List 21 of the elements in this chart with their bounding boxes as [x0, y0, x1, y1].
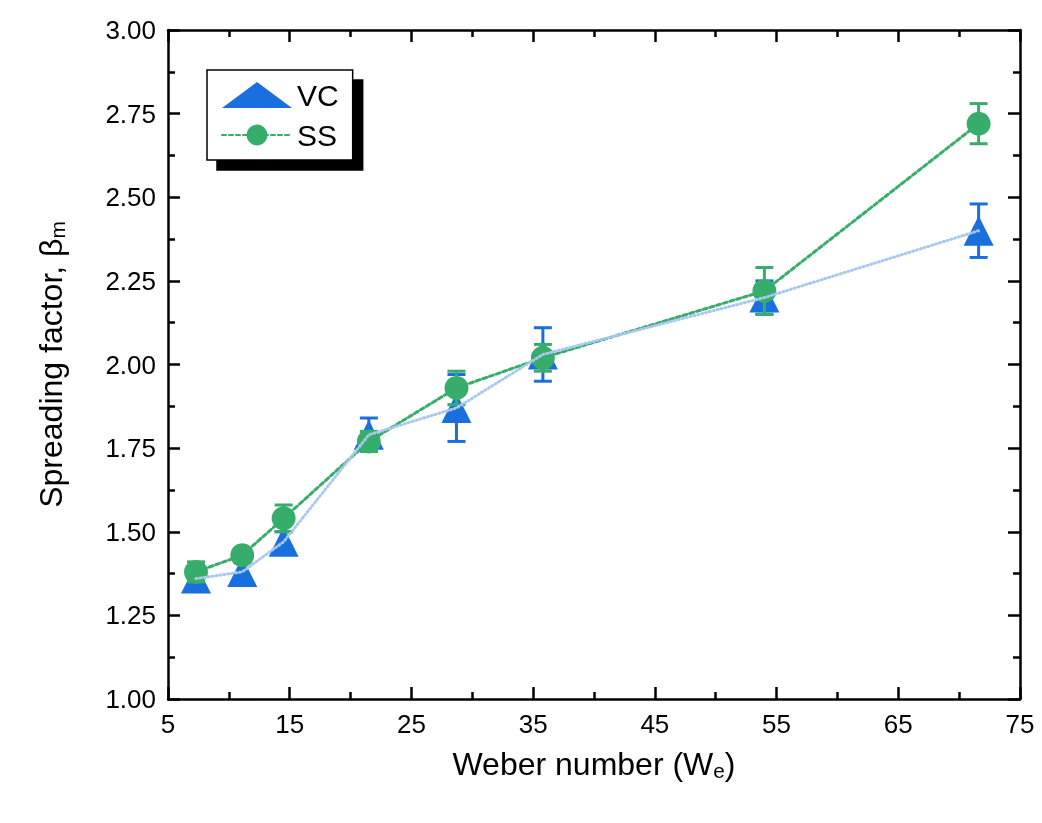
legend-label: VC: [297, 78, 339, 112]
y-tick-label: 1.25: [105, 600, 156, 631]
y-tick-label: 1.00: [105, 684, 156, 714]
x-axis-title: Weber number (We): [452, 745, 736, 782]
x-tick-label: 25: [396, 709, 426, 739]
x-tick-label: 35: [518, 709, 548, 739]
y-tick-label: 2.50: [105, 182, 156, 213]
y-tick-label: 1.75: [105, 433, 156, 464]
x-tick-label: 55: [762, 709, 792, 739]
y-tick-label: 2.75: [105, 98, 156, 129]
y-tick-label: 1.50: [105, 516, 156, 547]
x-tick-label: 15: [275, 709, 305, 739]
x-tick-label: 65: [883, 709, 913, 739]
y-tick-label: 2.25: [105, 265, 156, 296]
x-tick-label: 5: [160, 709, 176, 739]
y-tick-label: 2.00: [105, 349, 156, 380]
legend-label: SS: [297, 118, 338, 152]
y-tick-label: 3.00: [105, 15, 156, 45]
x-tick-label: 45: [640, 709, 670, 739]
y-axis-title: Spreading factor, βm: [33, 221, 70, 508]
x-tick-label: 75: [1005, 709, 1035, 739]
